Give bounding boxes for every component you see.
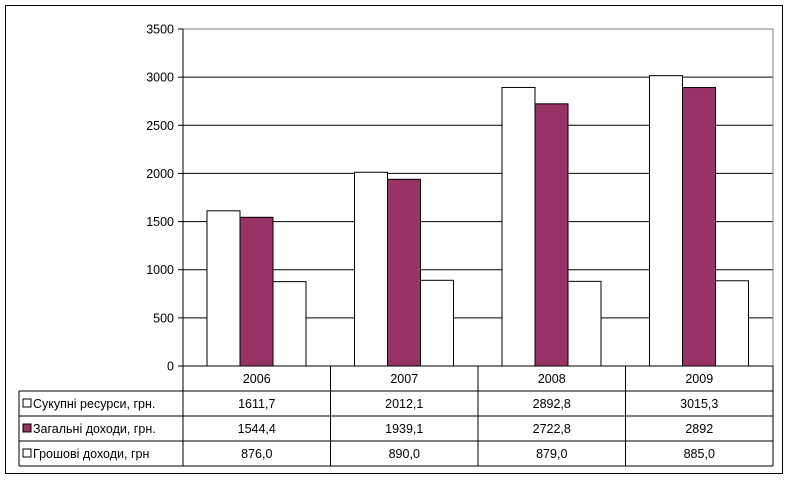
bar-1-2008: [534, 103, 569, 367]
bar-2-2008: [567, 280, 602, 367]
legend-entry: Загальні доходи, грн.: [33, 422, 156, 436]
bar-0-2007: [354, 171, 388, 367]
bar-1-2009: [682, 87, 716, 367]
legend-entry: Грошові доходи, грн: [33, 447, 149, 461]
y-tick-label: 3500: [146, 23, 174, 37]
bar-0-2006: [206, 210, 241, 367]
y-tick-label: 0: [167, 360, 174, 374]
data-label: 1939,1: [385, 422, 423, 436]
y-tick-label: 2000: [146, 167, 174, 181]
x-category-label: 2007: [390, 372, 418, 386]
data-label: 2012,1: [385, 397, 423, 411]
data-label: 2722,8: [533, 422, 571, 436]
legend-key-1: [22, 423, 32, 433]
x-category-label: 2009: [685, 372, 713, 386]
bar-0-2008: [501, 86, 536, 367]
y-tick-label: 3000: [146, 71, 174, 85]
bar-2-2006: [272, 281, 307, 367]
data-label: 876,0: [241, 447, 272, 461]
bar-0-2009: [649, 75, 683, 367]
data-label: 3015,3: [680, 397, 718, 411]
data-label: 890,0: [389, 447, 420, 461]
data-label: 2892,8: [533, 397, 571, 411]
data-label: 879,0: [536, 447, 567, 461]
bar-1-2007: [387, 178, 421, 367]
y-tick-label: 500: [153, 311, 174, 325]
bar-1-2006: [239, 216, 274, 367]
y-tick-label: 2500: [146, 119, 174, 133]
data-label: 1544,4: [238, 422, 276, 436]
y-tick-label: 1000: [146, 263, 174, 277]
legend-key-2: [22, 448, 32, 458]
legend-key-0: [22, 398, 32, 408]
data-label: 2892: [685, 422, 713, 436]
legend-entry: Сукупні ресурси, грн.: [33, 397, 155, 411]
y-tick-label: 1500: [146, 215, 174, 229]
bar-2-2009: [715, 280, 749, 367]
data-label: 1611,7: [238, 397, 275, 411]
data-label: 885,0: [684, 447, 715, 461]
x-category-label: 2006: [243, 372, 271, 386]
x-category-label: 2008: [538, 372, 566, 386]
bar-2-2007: [420, 279, 454, 367]
